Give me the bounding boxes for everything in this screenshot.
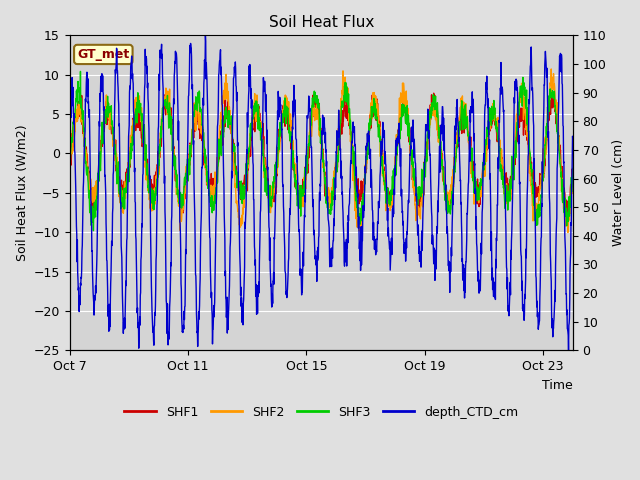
X-axis label: Time: Time <box>542 379 573 392</box>
depth_CTD_cm <box>192 272 200 277</box>
SHF2 <box>80 133 88 139</box>
depth_CTD_cm <box>337 147 344 153</box>
SHF1 <box>178 202 186 208</box>
SHF1 <box>80 120 88 126</box>
SHF1 <box>337 133 344 139</box>
Line: SHF3: SHF3 <box>70 72 573 231</box>
SHF2 <box>547 66 555 72</box>
SHF1 <box>548 87 556 93</box>
SHF3 <box>192 96 200 101</box>
SHF1 <box>148 181 156 187</box>
SHF2 <box>177 218 185 224</box>
SHF1 <box>569 176 577 182</box>
SHF2 <box>66 166 74 171</box>
depth_CTD_cm <box>458 256 466 262</box>
SHF3 <box>149 187 157 193</box>
Y-axis label: Water Level (cm): Water Level (cm) <box>612 139 625 246</box>
SHF1 <box>458 115 466 121</box>
SHF3 <box>459 127 467 132</box>
depth_CTD_cm <box>202 33 209 38</box>
Line: SHF1: SHF1 <box>70 90 573 221</box>
Line: depth_CTD_cm: depth_CTD_cm <box>70 36 573 350</box>
Line: SHF2: SHF2 <box>70 69 573 232</box>
SHF1 <box>66 169 74 175</box>
SHF2 <box>192 99 200 105</box>
SHF3 <box>80 128 88 133</box>
Legend: SHF1, SHF2, SHF3, depth_CTD_cm: SHF1, SHF2, SHF3, depth_CTD_cm <box>120 401 523 424</box>
depth_CTD_cm <box>80 179 88 185</box>
depth_CTD_cm <box>177 287 185 292</box>
depth_CTD_cm <box>148 316 156 322</box>
SHF2 <box>148 204 156 210</box>
SHF3 <box>337 120 344 126</box>
Title: Soil Heat Flux: Soil Heat Flux <box>269 15 374 30</box>
depth_CTD_cm <box>66 140 74 146</box>
Text: GT_met: GT_met <box>77 48 129 61</box>
SHF3 <box>66 180 74 186</box>
SHF3 <box>178 192 186 197</box>
SHF3 <box>569 166 577 171</box>
depth_CTD_cm <box>569 137 577 143</box>
SHF2 <box>458 110 466 116</box>
SHF1 <box>177 218 184 224</box>
Y-axis label: Soil Heat Flux (W/m2): Soil Heat Flux (W/m2) <box>15 124 28 261</box>
SHF1 <box>192 124 200 130</box>
depth_CTD_cm <box>564 348 572 353</box>
SHF2 <box>336 108 344 114</box>
SHF2 <box>564 229 572 235</box>
SHF3 <box>77 69 84 74</box>
SHF2 <box>569 174 577 180</box>
SHF3 <box>90 228 97 234</box>
